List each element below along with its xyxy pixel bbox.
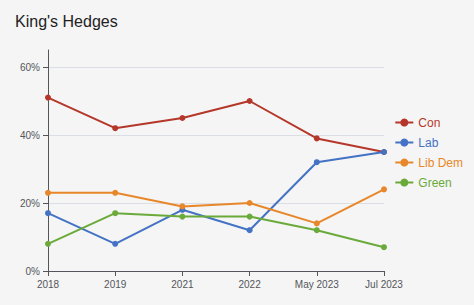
svg-text:2018: 2018 (37, 279, 60, 290)
svg-text:Jul 2023: Jul 2023 (365, 279, 403, 290)
svg-text:King's Hedges: King's Hedges (15, 13, 118, 30)
svg-text:2022: 2022 (238, 279, 261, 290)
svg-text:40%: 40% (20, 130, 40, 141)
svg-text:20%: 20% (20, 198, 40, 209)
svg-text:Green: Green (418, 176, 451, 190)
svg-text:0%: 0% (26, 266, 41, 277)
svg-text:Lib Dem: Lib Dem (418, 156, 463, 170)
svg-text:Lab: Lab (418, 136, 438, 150)
svg-text:2019: 2019 (104, 279, 127, 290)
svg-text:2021: 2021 (171, 279, 194, 290)
svg-text:May 2023: May 2023 (295, 279, 339, 290)
svg-text:Con: Con (418, 116, 440, 130)
svg-text:60%: 60% (20, 62, 40, 73)
